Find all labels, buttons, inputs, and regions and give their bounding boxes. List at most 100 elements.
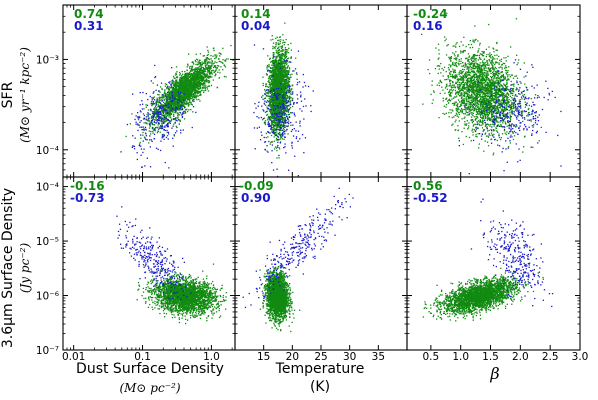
- green-point: [164, 105, 166, 107]
- green-point: [208, 80, 211, 82]
- green-point: [169, 80, 171, 83]
- green-point: [200, 70, 202, 72]
- green-point: [152, 123, 154, 126]
- blue-point: [177, 91, 179, 93]
- green-point: [206, 57, 208, 59]
- green-point: [168, 95, 170, 97]
- blue-point: [181, 105, 183, 107]
- green-point: [160, 114, 163, 116]
- green-point: [195, 68, 197, 70]
- green-point: [193, 85, 196, 87]
- blue-point: [174, 97, 176, 99]
- blue-point: [171, 94, 173, 96]
- green-point: [280, 50, 282, 53]
- green-point: [192, 85, 194, 88]
- green-point: [265, 132, 267, 135]
- green-point: [182, 98, 184, 100]
- green-point: [160, 86, 162, 88]
- green-point: [203, 71, 205, 73]
- green-point: [273, 97, 275, 99]
- green-point: [159, 105, 162, 107]
- green-point: [284, 117, 286, 119]
- blue-point: [139, 104, 141, 106]
- green-point: [209, 62, 211, 64]
- green-point: [187, 89, 189, 92]
- green-point: [183, 112, 185, 114]
- green-point: [191, 76, 193, 79]
- blue-point: [164, 116, 166, 119]
- blue-point: [192, 106, 195, 108]
- blue-point: [176, 108, 179, 110]
- green-point: [139, 116, 141, 118]
- green-point: [281, 46, 284, 48]
- green-point: [192, 88, 195, 90]
- blue-point: [149, 95, 151, 98]
- blue-point: [153, 129, 155, 131]
- blue-point: [155, 103, 157, 105]
- blue-point: [178, 119, 180, 121]
- green-point: [188, 94, 191, 96]
- green-point: [195, 67, 197, 69]
- green-point: [283, 44, 285, 46]
- green-point: [215, 56, 218, 58]
- green-point: [187, 89, 189, 91]
- green-point: [186, 93, 188, 95]
- green-point: [186, 88, 188, 90]
- blue-point: [154, 75, 157, 78]
- green-point: [211, 62, 213, 64]
- green-point: [175, 103, 177, 105]
- green-point: [169, 103, 171, 106]
- green-point: [197, 75, 199, 77]
- green-point: [212, 63, 214, 65]
- green-point: [165, 93, 168, 95]
- green-point: [204, 74, 207, 76]
- green-point: [270, 74, 272, 77]
- blue-point: [138, 115, 140, 118]
- green-point: [170, 110, 172, 112]
- blue-point: [159, 111, 161, 113]
- blue-point: [170, 104, 173, 107]
- green-point: [164, 95, 166, 97]
- green-point: [182, 76, 185, 78]
- green-point: [173, 97, 175, 99]
- green-point: [153, 111, 155, 113]
- green-point: [209, 61, 211, 63]
- green-point: [159, 96, 161, 98]
- green-point: [192, 83, 194, 86]
- green-point: [279, 133, 281, 135]
- green-point: [188, 98, 190, 100]
- green-point: [201, 80, 203, 83]
- green-point: [206, 86, 208, 89]
- green-point: [187, 102, 189, 104]
- green-point: [182, 111, 185, 113]
- blue-point: [142, 103, 144, 105]
- green-point: [165, 112, 167, 115]
- green-point: [193, 74, 196, 76]
- green-point: [175, 97, 177, 99]
- blue-point: [143, 148, 145, 150]
- green-point: [213, 49, 215, 52]
- green-point: [154, 122, 157, 124]
- green-point: [160, 96, 162, 99]
- green-point: [192, 78, 194, 80]
- green-point: [174, 89, 176, 91]
- green-point: [155, 100, 157, 102]
- green-point: [171, 111, 173, 113]
- green-point: [129, 123, 131, 125]
- green-point: [178, 83, 180, 85]
- green-point: [195, 53, 197, 55]
- blue-point: [177, 99, 179, 101]
- green-point: [169, 103, 171, 105]
- green-point: [191, 91, 193, 93]
- green-point: [197, 85, 199, 87]
- green-point: [185, 85, 187, 87]
- green-point: [173, 113, 175, 116]
- green-point: [180, 76, 182, 79]
- blue-point: [158, 108, 160, 110]
- green-point: [218, 60, 221, 63]
- green-point: [195, 97, 197, 99]
- green-point: [175, 94, 177, 96]
- green-point: [177, 96, 179, 98]
- green-point: [167, 114, 169, 116]
- blue-point: [134, 137, 136, 139]
